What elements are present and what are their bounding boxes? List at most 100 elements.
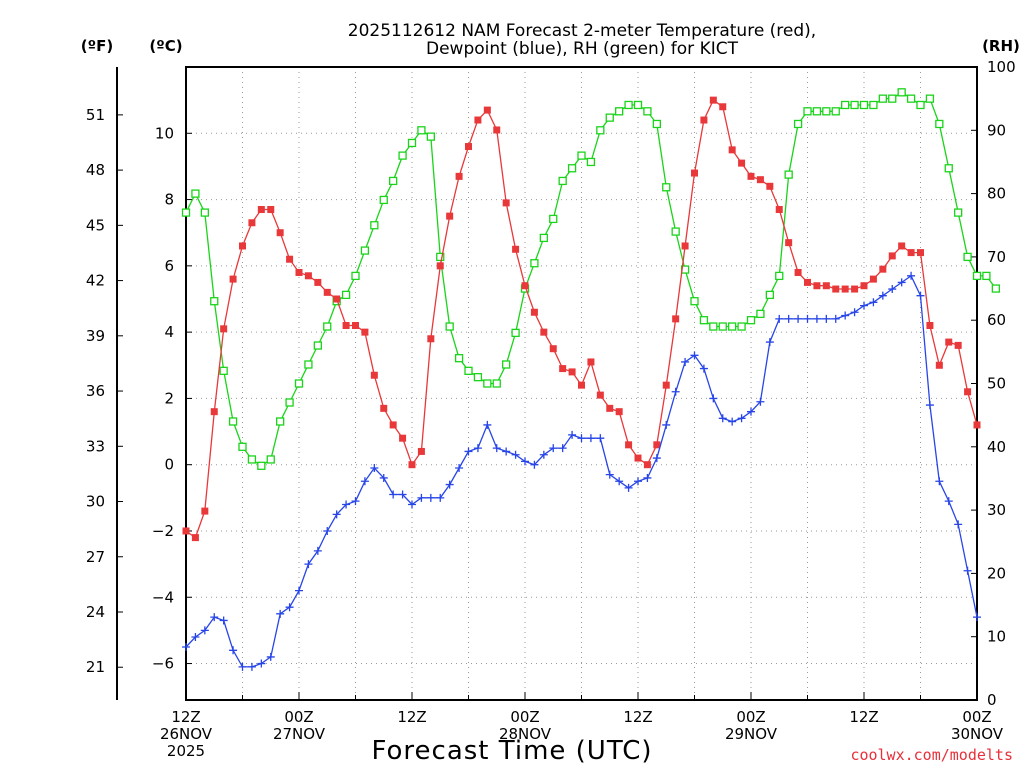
chart-title: 2025112612 NAM Forecast 2-meter Temperat… xyxy=(348,21,816,59)
temperature-point xyxy=(257,206,265,214)
fahrenheit-tick-label: 21 xyxy=(86,658,105,676)
dewpoint-point xyxy=(747,407,755,416)
celsius-tick-label: −4 xyxy=(152,588,174,606)
dewpoint-point xyxy=(219,616,228,625)
rh-tick-label: 40 xyxy=(987,438,1006,456)
rh-point xyxy=(511,328,520,338)
rh-point xyxy=(389,176,398,186)
dewpoint-point xyxy=(247,662,256,671)
rh-tick-label: 100 xyxy=(987,58,1016,76)
dewpoint-point xyxy=(869,298,878,307)
dewpoint-point xyxy=(954,520,963,529)
temperature-point xyxy=(898,242,906,250)
rh-point xyxy=(313,341,322,350)
rh-point xyxy=(181,208,191,217)
temperature-point xyxy=(559,365,567,373)
temperature-point xyxy=(709,96,717,104)
rh-point xyxy=(285,398,294,407)
x-tick-label: 00Z xyxy=(284,708,313,726)
dewpoint-point xyxy=(511,450,520,459)
temperature-point xyxy=(417,447,425,455)
temperature-point xyxy=(596,391,604,399)
rh-point xyxy=(567,164,577,173)
rh-point xyxy=(228,417,238,426)
dewpoint-point xyxy=(718,414,727,423)
dewpoint-point xyxy=(313,546,322,555)
temperature-point xyxy=(333,295,341,303)
temperature-point xyxy=(314,278,322,286)
temperature-point xyxy=(493,126,501,134)
dewpoint-point xyxy=(841,311,850,320)
temperature-point xyxy=(587,358,595,366)
rh-point xyxy=(492,379,501,388)
rh-point xyxy=(925,94,935,103)
temperature-point xyxy=(964,388,972,396)
temperature-point xyxy=(662,381,670,389)
rh-point xyxy=(407,138,417,148)
temperature-point xyxy=(474,116,482,124)
dewpoint-point xyxy=(728,417,737,426)
dewpoint-point xyxy=(191,633,200,642)
dewpoint-point xyxy=(737,414,746,423)
dewpoint-point xyxy=(473,444,482,453)
dewpoint-point xyxy=(822,314,831,323)
dewpoint-point xyxy=(709,394,718,403)
rh-point xyxy=(869,100,878,110)
rh-point xyxy=(775,271,784,281)
x-tick-label: 12Z xyxy=(623,708,652,726)
dewpoint-point xyxy=(925,401,934,410)
rh-point xyxy=(351,271,360,281)
dewpoint-point xyxy=(765,338,774,347)
temperature-line xyxy=(185,99,978,539)
dewpoint-point xyxy=(558,444,567,453)
chart-title-line-2: Dewpoint (blue), RH (green) for KICT xyxy=(426,39,739,59)
temperature-point xyxy=(446,212,454,220)
temperature-point xyxy=(295,268,303,276)
dewpoint-point xyxy=(916,291,925,300)
dewpoint-point xyxy=(944,497,953,506)
dewpoint-point xyxy=(323,526,332,535)
rh-tick-label: 70 xyxy=(987,248,1006,266)
dewpoint-point xyxy=(907,271,916,280)
rh-point xyxy=(944,164,953,173)
rh-point xyxy=(793,119,803,129)
temperature-series xyxy=(182,96,981,542)
dewpoint-point xyxy=(878,291,887,300)
dewpoint-point xyxy=(615,477,624,486)
temperature-point xyxy=(700,116,708,124)
temperature-point xyxy=(643,461,651,469)
rh-point xyxy=(304,360,313,369)
temperature-point xyxy=(615,408,623,416)
temperature-point xyxy=(201,507,209,515)
dewpoint-point xyxy=(304,560,313,569)
temperature-point xyxy=(182,527,190,535)
rh-point xyxy=(746,316,756,325)
rh-point xyxy=(897,88,906,97)
temperature-point xyxy=(427,335,435,343)
temperature-point xyxy=(578,381,585,389)
rh-point xyxy=(596,126,605,135)
dewpoint-point xyxy=(389,490,398,499)
rh-point xyxy=(671,227,680,236)
rh-point xyxy=(483,379,492,388)
temperature-point xyxy=(634,454,642,462)
dewpoint-point xyxy=(530,460,539,469)
data-series xyxy=(181,88,1000,671)
x-tick-label: 00Z xyxy=(962,708,991,726)
celsius-tick-label: −6 xyxy=(152,655,174,673)
temperature-point xyxy=(267,206,275,214)
x-tick-label: 30NOV xyxy=(951,725,1004,743)
temperature-point xyxy=(935,361,943,369)
rh-tick-label: 0 xyxy=(987,691,997,709)
fahrenheit-tick-label: 39 xyxy=(86,327,105,345)
dewpoint-point xyxy=(643,473,652,482)
rh-point xyxy=(586,157,596,167)
fahrenheit-tick-label: 45 xyxy=(86,216,105,234)
rh-point xyxy=(370,221,379,230)
fahrenheit-tick-label: 42 xyxy=(86,272,105,290)
temperature-point xyxy=(455,172,463,180)
celsius-tick-label: 0 xyxy=(164,456,174,474)
rh-point xyxy=(219,366,228,375)
rh-point xyxy=(822,107,831,116)
temperature-point xyxy=(210,408,218,416)
